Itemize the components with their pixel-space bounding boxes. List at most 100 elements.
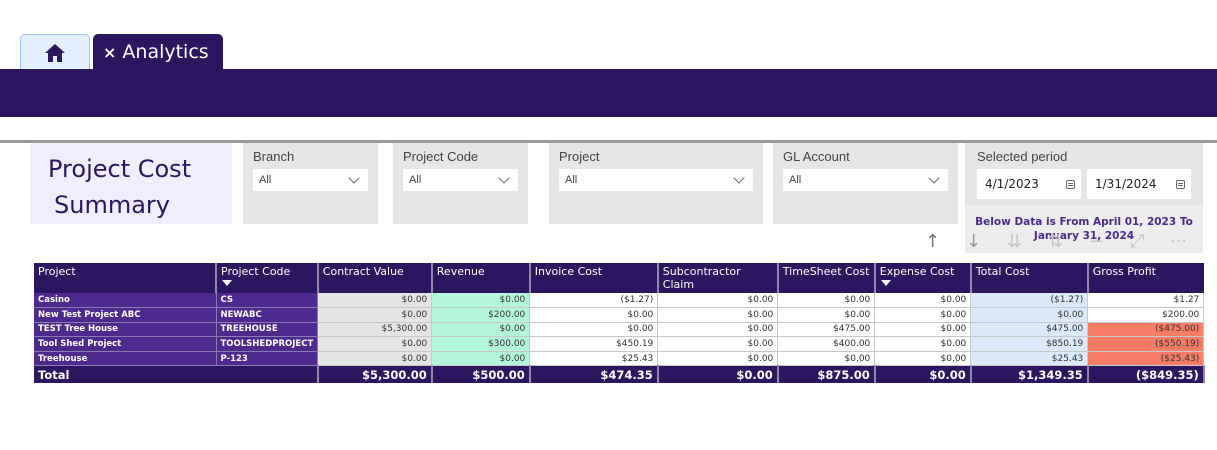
column-header-project[interactable]: Project	[34, 263, 217, 293]
branch-slicer: Branch All	[243, 143, 378, 224]
drill-down-icon[interactable]: ↓	[965, 230, 982, 252]
cell-total-cost: $850.19	[970, 336, 1089, 352]
column-header-subcontractor-claim[interactable]: Subcontractor Claim	[657, 263, 779, 293]
cell-project: Casino	[34, 293, 217, 309]
table-row[interactable]: Casino CS $0.00 $0.00 ($1.27) $0.00 $0.0…	[34, 293, 1205, 309]
calendar-icon[interactable]	[1176, 179, 1185, 189]
column-header-project-code[interactable]: Project Code	[216, 263, 319, 293]
project-value: All	[565, 174, 578, 186]
expand-hierarchy-icon[interactable]: ⇅	[1047, 230, 1064, 252]
cell-gross-profit: ($475.00)	[1087, 322, 1205, 338]
table-row[interactable]: New Test Project ABC NEWABC $0.00 $200.0…	[34, 307, 1205, 323]
cell-gross-profit: $1.27	[1087, 293, 1205, 309]
branch-dropdown[interactable]: All	[253, 169, 368, 191]
cell-total-cost: $0.00	[970, 307, 1089, 323]
column-header-revenue[interactable]: Revenue	[431, 263, 531, 293]
cell-gross-profit: ($25.43)	[1087, 351, 1205, 367]
total-label: Total	[34, 365, 319, 383]
project-label: Project	[559, 149, 600, 164]
cell-revenue: $300.00	[431, 336, 531, 352]
column-header-contract-value[interactable]: Contract Value	[317, 263, 433, 293]
tab-analytics[interactable]: × Analytics	[93, 34, 223, 70]
chevron-down-icon	[348, 172, 360, 184]
table-row[interactable]: Tool Shed Project TOOLSHEDPROJECT $0.00 …	[34, 336, 1205, 352]
cell-expense-cost: $0.00	[874, 336, 972, 352]
more-options-icon[interactable]: ···	[1169, 230, 1188, 252]
cell-project-code: TOOLSHEDPROJECT	[216, 336, 319, 352]
cell-total-cost: $25.43	[970, 351, 1089, 367]
focus-mode-icon[interactable]: ⤢	[1130, 230, 1145, 252]
cell-expense-cost: $0.00	[874, 293, 972, 309]
total-contract-value: $5,300.00	[317, 365, 433, 383]
cell-project-code: TREEHOUSE	[216, 322, 319, 338]
cell-subcontractor-claim: $0.00	[657, 336, 779, 352]
cell-subcontractor-claim: $0.00	[657, 307, 779, 323]
column-header-timesheet-cost[interactable]: TimeSheet Cost	[777, 263, 876, 293]
total-invoice-cost: $474.35	[529, 365, 659, 383]
gl-account-label: GL Account	[783, 149, 850, 164]
cell-revenue: $200.00	[431, 307, 531, 323]
close-icon[interactable]: ×	[103, 42, 117, 62]
total-expense-cost: $0.00	[874, 365, 972, 383]
cell-contract-value: $0.00	[317, 351, 433, 367]
cell-gross-profit: $200.00	[1087, 307, 1205, 323]
cell-project: Treehouse	[34, 351, 217, 367]
end-date-input[interactable]: 1/31/2024	[1087, 169, 1191, 199]
cell-project-code: NEWABC	[216, 307, 319, 323]
page-title: Project Cost Summary	[30, 143, 232, 224]
end-date-value: 1/31/2024	[1095, 177, 1157, 191]
column-header-invoice-cost[interactable]: Invoice Cost	[529, 263, 659, 293]
tab-home[interactable]	[20, 34, 90, 70]
cell-total-cost: $475.00	[970, 322, 1089, 338]
chevron-down-icon	[498, 172, 510, 184]
cell-project: TEST Tree House	[34, 322, 217, 338]
tab-bar: × Analytics	[20, 34, 223, 70]
project-slicer: Project All	[549, 143, 763, 224]
cell-total-cost: ($1.27)	[970, 293, 1089, 309]
visual-toolbar: ↑ ↓ ⇊ ⇅ − ⤢ ···	[912, 226, 1199, 256]
table-row[interactable]: Treehouse P-123 $0.00 $0.00 $25.43 $0.00…	[34, 351, 1205, 367]
cell-invoice-cost: $0.00	[529, 322, 659, 338]
total-total-cost: $1,349.35	[970, 365, 1089, 383]
cell-timesheet-cost: $400.00	[777, 336, 876, 352]
gl-account-dropdown[interactable]: All	[783, 169, 948, 191]
start-date-input[interactable]: 4/1/2023	[977, 169, 1081, 199]
total-subcontractor-claim: $0.00	[657, 365, 779, 383]
divider	[0, 140, 1217, 143]
cell-expense-cost: $0.00	[874, 307, 972, 323]
cell-project-code: CS	[216, 293, 319, 309]
header-banner	[0, 69, 1217, 117]
sort-descending-icon	[222, 280, 232, 286]
table-row[interactable]: TEST Tree House TREEHOUSE $5,300.00 $0.0…	[34, 322, 1205, 338]
column-header-expense-cost[interactable]: Expense Cost	[874, 263, 972, 293]
start-date-value: 4/1/2023	[985, 177, 1039, 191]
total-timesheet-cost: $875.00	[777, 365, 876, 383]
cell-expense-cost: $0.00	[874, 322, 972, 338]
gl-account-value: All	[789, 174, 802, 186]
chevron-down-icon	[928, 172, 940, 184]
drill-up-icon[interactable]: ↑	[912, 226, 953, 256]
total-gross-profit: ($849.35)	[1087, 365, 1205, 383]
period-note: Below Data is From April 01, 2023 To Jan…	[965, 205, 1203, 253]
go-to-next-level-icon[interactable]: ⇊	[1006, 230, 1023, 252]
project-cost-table: Project Project Code Contract Value Reve…	[34, 263, 1205, 383]
cell-contract-value: $0.00	[317, 293, 433, 309]
cell-subcontractor-claim: $0.00	[657, 351, 779, 367]
calendar-icon[interactable]	[1066, 179, 1075, 189]
column-header-gross-profit[interactable]: Gross Profit	[1087, 263, 1204, 293]
cell-contract-value: $0.00	[317, 307, 433, 323]
cell-expense-cost: $0.00	[874, 351, 972, 367]
home-icon	[45, 43, 65, 62]
filter-icon[interactable]: −	[1088, 230, 1105, 252]
cell-invoice-cost: $25.43	[529, 351, 659, 367]
cell-invoice-cost: $450.19	[529, 336, 659, 352]
project-dropdown[interactable]: All	[559, 169, 753, 191]
cell-timesheet-cost: $475.00	[777, 322, 876, 338]
branch-value: All	[259, 174, 272, 186]
selected-period-label: Selected period	[977, 149, 1068, 164]
project-code-dropdown[interactable]: All	[403, 169, 518, 191]
cell-project: Tool Shed Project	[34, 336, 217, 352]
chevron-down-icon	[733, 172, 745, 184]
column-header-total-cost[interactable]: Total Cost	[970, 263, 1089, 293]
cell-revenue: $0.00	[431, 351, 531, 367]
